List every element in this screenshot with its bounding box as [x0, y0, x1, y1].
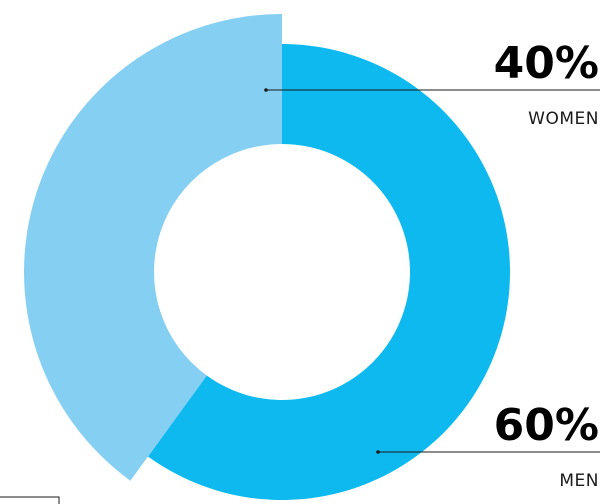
slice-men	[147, 44, 511, 501]
corner-box-fragment	[0, 496, 60, 504]
callout-women: 40% WOMEN	[264, 38, 600, 129]
value-label-women: 40%	[494, 38, 599, 89]
callout-dot-men	[376, 450, 380, 454]
callout-men: 60% MEN	[376, 400, 600, 491]
slice-women	[24, 14, 283, 481]
callout-dot-women	[264, 88, 268, 92]
category-label-men: MEN	[559, 471, 599, 491]
category-label-women: WOMEN	[528, 109, 599, 129]
slices-group	[24, 14, 511, 501]
value-label-men: 60%	[494, 400, 599, 451]
